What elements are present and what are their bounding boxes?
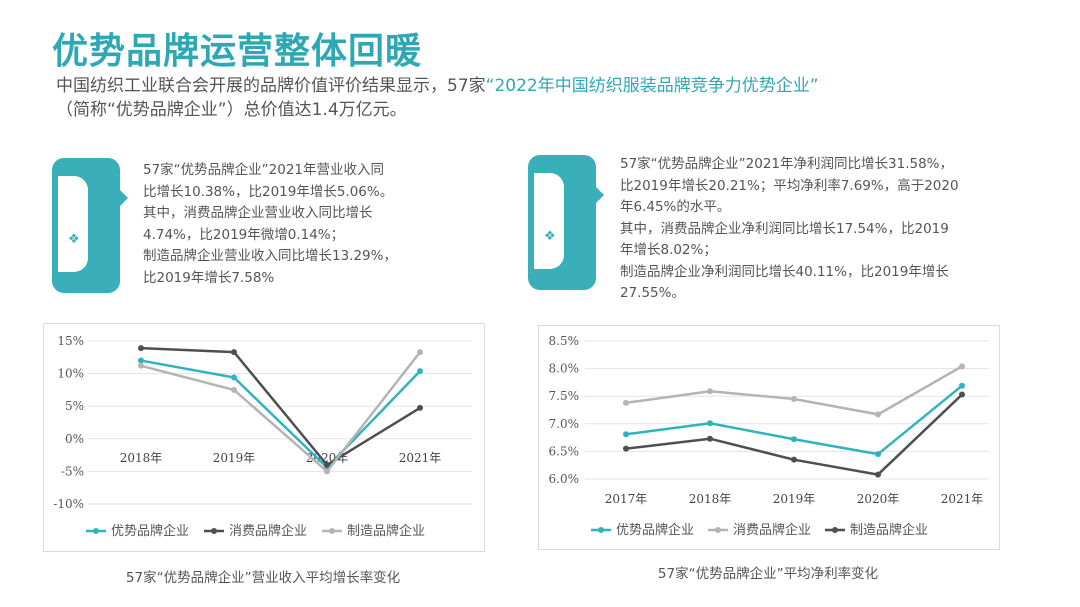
data-point xyxy=(623,431,629,438)
data-point xyxy=(231,349,237,356)
series-line xyxy=(140,359,421,469)
data-point xyxy=(959,363,965,370)
intro-paragraph: 中国纺织工业联合会开展的品牌价值评价结果显示，57家“2022年中国纺织服装品牌… xyxy=(56,74,1046,122)
legend-label: 制造品牌企业 xyxy=(347,523,425,539)
legend-marker xyxy=(715,527,721,533)
y-tick-label: 7.0% xyxy=(549,417,580,431)
data-point xyxy=(623,445,629,452)
legend-marker xyxy=(598,527,604,533)
data-point xyxy=(417,349,423,356)
card-line: 其中，消费品牌企业营业收入同比增长 xyxy=(143,205,373,221)
intro-line-1: 中国纺织工业联合会开展的品牌价值评价结果显示，57家“2022年中国纺织服装品牌… xyxy=(56,74,1046,98)
net-margin-chart: 8.5% 8.0% 7.5% 7.0% 6.5% 6.0% 2017年 2018年 2019年 2… xyxy=(549,334,989,538)
data-point xyxy=(707,420,713,427)
y-tick-label: -10% xyxy=(53,497,84,511)
revenue-growth-chart: 15%10%5%0%-5%-10%2018年 2019年 2020年 2021年优势品… xyxy=(53,334,472,539)
legend-label: 制造品牌企业 xyxy=(850,522,928,538)
data-point xyxy=(623,399,629,406)
legend-label: 消费品牌企业 xyxy=(229,523,307,539)
legend-marker xyxy=(832,527,838,533)
profit-chart-caption: 57家“优势品牌企业”平均净利率变化 xyxy=(657,566,879,582)
card-line: 年6.45%的水平。 xyxy=(620,199,731,215)
intro-line-1-text: 中国纺织工业联合会开展的品牌价值评价结果显示，57家 xyxy=(56,76,486,96)
data-point xyxy=(875,451,881,458)
series-line xyxy=(140,346,421,467)
card-line: 其中，消费品牌企业净利润同比增长17.54%，比2019 xyxy=(620,220,949,237)
person-icon: ❖ xyxy=(68,232,80,247)
data-point xyxy=(231,386,237,393)
data-point xyxy=(138,345,144,352)
card-tab-profit: ❖ xyxy=(528,155,604,290)
data-point xyxy=(875,471,881,478)
y-tick-label: 7.5% xyxy=(549,389,580,403)
card-line: 27.55%。 xyxy=(620,285,685,301)
card-tab-revenue: ❖ xyxy=(52,158,128,293)
card-profit-text: 57家“优势品牌企业”2021年净利润同比增长31.58%， 比2019年增长2… xyxy=(620,154,1060,305)
legend-marker xyxy=(93,528,99,534)
data-point xyxy=(707,435,713,442)
y-tick-label: 5% xyxy=(65,399,84,413)
card-line: 57家“优势品牌企业”2021年净利润同比增长31.58%， xyxy=(620,156,953,172)
revenue-chart-caption: 57家“优势品牌企业”营业收入平均增长率变化 xyxy=(125,570,401,586)
legend-marker xyxy=(329,528,335,534)
data-point xyxy=(707,388,713,395)
data-point xyxy=(138,362,144,369)
intro-highlight: “2022年中国纺织服装品牌竞争力优势企业” xyxy=(485,76,819,96)
y-tick-label: -5% xyxy=(61,464,84,478)
page-title: 优势品牌运营整体回暖 xyxy=(52,31,423,72)
x-tick-label: 2020年 xyxy=(857,492,900,506)
data-point xyxy=(875,411,881,418)
y-tick-label: 15% xyxy=(57,334,84,348)
data-point xyxy=(791,395,797,402)
card-line: 制造品牌企业营业收入同比增长13.29%， xyxy=(143,248,397,264)
card-notch xyxy=(120,190,128,206)
data-point xyxy=(138,357,144,364)
card-line: 比2019年增长20.21%；平均净利率7.69%，高于2020 xyxy=(620,177,959,194)
card-tab-inner: ❖ xyxy=(534,173,564,269)
data-point xyxy=(231,374,237,381)
data-point xyxy=(324,468,330,475)
legend-label: 优势品牌企业 xyxy=(616,522,694,538)
card-line: 57家“优势品牌企业”2021年营业收入同 xyxy=(143,162,385,178)
card-line: 年增长8.02%； xyxy=(620,242,717,258)
card-line: 制造品牌企业净利润同比增长40.11%，比2019年增长 xyxy=(620,263,949,280)
card-line: 4.74%，比2019年微增0.14%； xyxy=(143,226,345,243)
y-tick-label: 10% xyxy=(57,367,84,381)
legend-marker xyxy=(211,528,217,534)
data-point xyxy=(417,404,423,411)
x-tick-label: 2018年 xyxy=(689,492,732,506)
y-tick-label: 0% xyxy=(65,432,84,446)
revenue-chart-frame: 15% 10% 5% 0% -5% -10% 2018年 2019年 2020年 2021年 优势品… xyxy=(43,323,485,552)
person-icon: ❖ xyxy=(544,229,556,244)
y-tick-label: 6.0% xyxy=(549,472,580,486)
data-point xyxy=(959,391,965,398)
card-line: 比增长10.38%，比2019年增长5.06%。 xyxy=(143,183,394,200)
profit-chart-frame: 8.5% 8.0% 7.5% 7.0% 6.5% 6.0% 2017年 2018年 2019年 2… xyxy=(538,325,1000,550)
card-notch xyxy=(596,187,604,203)
series-line xyxy=(625,365,963,416)
y-tick-label: 6.5% xyxy=(549,444,580,458)
intro-line-2: （简称“优势品牌企业”）总价值达1.4万亿元。 xyxy=(56,100,407,120)
x-tick-label: 2019年 xyxy=(773,492,816,506)
card-revenue-text: 57家“优势品牌企业”2021年营业收入同 比增长10.38%，比2019年增长… xyxy=(143,160,443,289)
data-point xyxy=(417,368,423,375)
data-point xyxy=(791,456,797,463)
data-point xyxy=(959,382,965,389)
data-point xyxy=(791,436,797,443)
legend-label: 优势品牌企业 xyxy=(111,523,189,539)
series-line xyxy=(140,351,421,473)
x-tick-label: 2018年 xyxy=(120,451,163,465)
y-tick-label: 8.0% xyxy=(549,362,580,376)
legend-label: 消费品牌企业 xyxy=(733,522,811,538)
y-tick-label: 8.5% xyxy=(549,334,580,348)
x-tick-label: 2019年 xyxy=(213,451,256,465)
x-tick-label: 2017年 xyxy=(605,492,648,506)
data-point xyxy=(324,461,330,468)
x-tick-label: 2021年 xyxy=(399,451,442,465)
x-tick-label: 2021年 xyxy=(941,492,984,506)
card-tab-inner: ❖ xyxy=(58,176,88,272)
card-line: 比2019年增长7.58% xyxy=(143,269,275,286)
